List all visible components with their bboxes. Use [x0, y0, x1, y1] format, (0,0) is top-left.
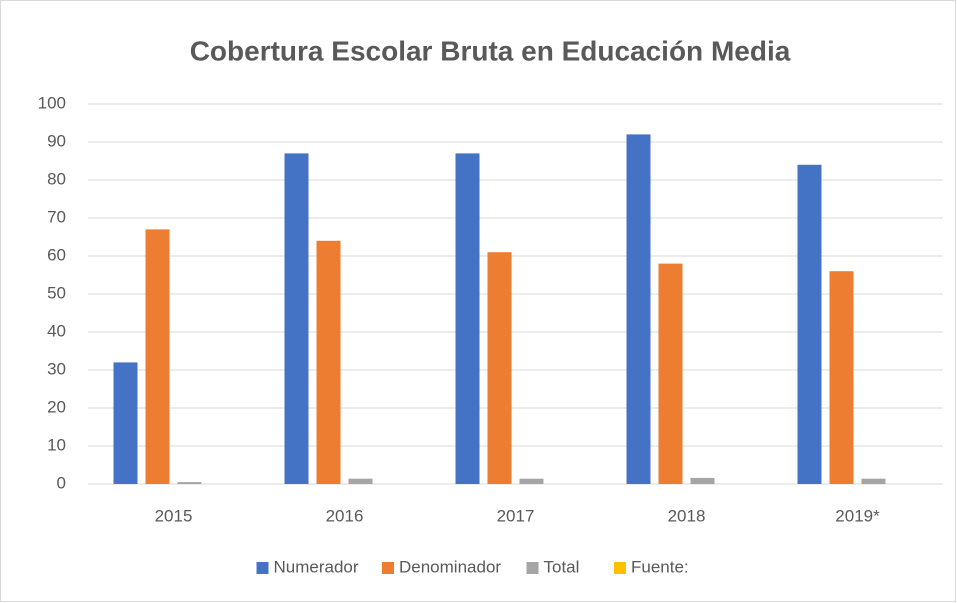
y-tick-label: 100	[38, 93, 66, 112]
legend-swatch	[256, 562, 269, 574]
bar	[316, 240, 341, 484]
x-tick-label: 2015	[155, 506, 193, 525]
y-tick-label: 40	[47, 321, 66, 340]
y-tick-label: 60	[47, 245, 66, 264]
y-tick-label: 70	[47, 207, 66, 226]
y-tick-label: 80	[47, 169, 66, 188]
chart-title: Cobertura Escolar Bruta en Educación Med…	[190, 35, 791, 66]
y-tick-label: 10	[47, 435, 66, 454]
y-tick-label: 90	[47, 131, 66, 150]
y-tick-label: 0	[57, 473, 66, 492]
legend-label: Fuente:	[631, 557, 689, 576]
bar	[284, 153, 309, 484]
bar	[861, 478, 886, 484]
y-tick-label: 50	[47, 283, 66, 302]
bar	[519, 478, 544, 484]
bar	[145, 229, 170, 484]
bar	[829, 271, 854, 484]
bar	[487, 252, 512, 484]
legend-label: Numerador	[274, 557, 359, 576]
bar	[455, 153, 480, 484]
bar	[690, 477, 715, 484]
x-tick-label: 2017	[497, 506, 535, 525]
legend-swatch	[526, 562, 539, 574]
bar	[177, 482, 202, 484]
legend-swatch	[614, 562, 626, 574]
x-tick-label: 2019*	[835, 506, 880, 525]
x-tick-label: 2016	[326, 506, 364, 525]
legend-swatch	[382, 562, 394, 574]
x-tick-label: 2018	[668, 506, 706, 525]
legend-label: Denominador	[399, 557, 501, 576]
y-tick-label: 30	[47, 359, 66, 378]
bar	[348, 478, 373, 484]
bar	[658, 263, 683, 484]
bar	[797, 164, 822, 485]
bar	[626, 134, 651, 484]
legend-label: Total	[544, 557, 580, 576]
y-tick-label: 20	[47, 397, 66, 416]
bar	[113, 362, 138, 484]
